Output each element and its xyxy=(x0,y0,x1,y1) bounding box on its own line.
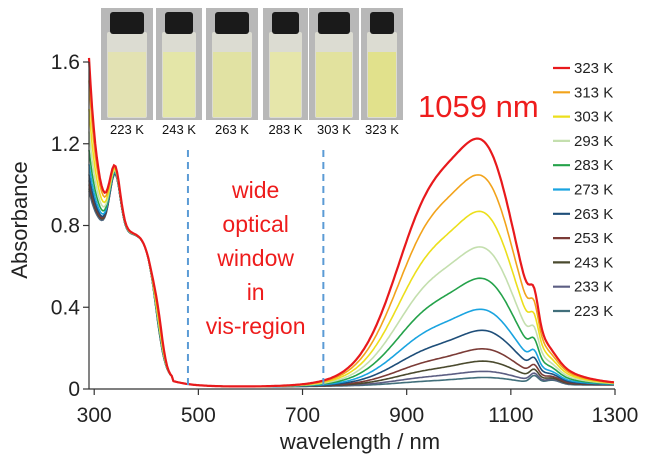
series-line-223-k xyxy=(88,173,614,388)
x-tick-label: 1300 xyxy=(592,404,639,427)
window-annotation-line: vis-region xyxy=(206,313,306,339)
x-tick-label: 300 xyxy=(77,404,112,427)
series-line-253-k xyxy=(88,172,614,388)
legend-label: 243 K xyxy=(574,254,613,271)
x-tick-label: 500 xyxy=(181,404,216,427)
legend: 323 K 313 K 303 K 293 K 283 K 273 K 263 K 253 K… xyxy=(553,60,613,320)
vial-cap xyxy=(110,12,144,34)
vial-liquid xyxy=(368,52,396,117)
legend-label: 313 K xyxy=(574,84,613,101)
series-line-243-k xyxy=(88,172,614,388)
legend-label: 233 K xyxy=(574,279,613,296)
vial-liquid xyxy=(316,52,352,117)
vial-photo-strip: 223 K 243 K 263 K 283 K 303 K 323 K xyxy=(101,8,403,137)
y-tick-label: 1.6 xyxy=(51,51,80,74)
tick-layer: 300 500 700 900 1100 1300 0 0.4 0.8 1.2 1.6 xyxy=(51,51,639,427)
y-tick-label: 1.2 xyxy=(51,133,80,156)
vial-cap xyxy=(318,12,350,34)
legend-label: 253 K xyxy=(574,230,613,247)
series-line-233-k xyxy=(88,173,614,388)
series-line-323-k xyxy=(87,57,615,388)
x-tick-label: 700 xyxy=(285,404,320,427)
vial-temperature-label: 283 K xyxy=(269,122,303,137)
window-annotation-line: wide xyxy=(231,177,279,203)
series-line-273-k xyxy=(88,164,615,388)
legend-label: 273 K xyxy=(574,182,613,199)
window-annotation-line: optical xyxy=(222,211,288,237)
legend-label: 323 K xyxy=(574,60,613,77)
series-line-303-k xyxy=(88,108,615,388)
vial-cap xyxy=(370,12,394,34)
x-axis-title: wavelength / nm xyxy=(279,429,440,454)
vial-liquid xyxy=(108,52,146,117)
vial-liquid xyxy=(270,52,301,117)
vial-temperature-label: 223 K xyxy=(110,122,144,137)
vial-cap xyxy=(215,12,249,34)
legend-label: 223 K xyxy=(574,303,613,320)
series-layer xyxy=(87,57,615,388)
legend-label: 283 K xyxy=(574,157,613,174)
legend-label: 263 K xyxy=(574,206,613,223)
series-line-263-k xyxy=(88,172,614,388)
y-tick-label: 0.4 xyxy=(51,296,81,319)
x-tick-label: 900 xyxy=(389,404,424,427)
legend-label: 293 K xyxy=(574,133,613,150)
vial-liquid xyxy=(213,52,251,117)
vial-cap xyxy=(165,12,193,34)
legend-label: 303 K xyxy=(574,109,613,126)
vial-temperature-label: 303 K xyxy=(317,122,351,137)
y-tick-label: 0.8 xyxy=(51,215,80,238)
vial-temperature-label: 243 K xyxy=(162,122,196,137)
peak-annotation: 1059 nm xyxy=(418,89,539,124)
y-tick-label: 0 xyxy=(68,378,80,401)
series-line-293-k xyxy=(88,131,615,388)
vial-temperature-label: 323 K xyxy=(365,122,399,137)
window-annotation-line: in xyxy=(247,279,265,305)
vial-temperature-label: 263 K xyxy=(215,122,249,137)
y-axis-title: Absorbance xyxy=(7,161,32,278)
vial-liquid xyxy=(163,52,195,117)
vial-cap xyxy=(272,12,299,34)
x-tick-label: 1100 xyxy=(488,404,533,427)
window-annotation-line: window xyxy=(216,245,294,271)
optical-window-annotation: wide optical window in vis-region xyxy=(206,177,306,339)
